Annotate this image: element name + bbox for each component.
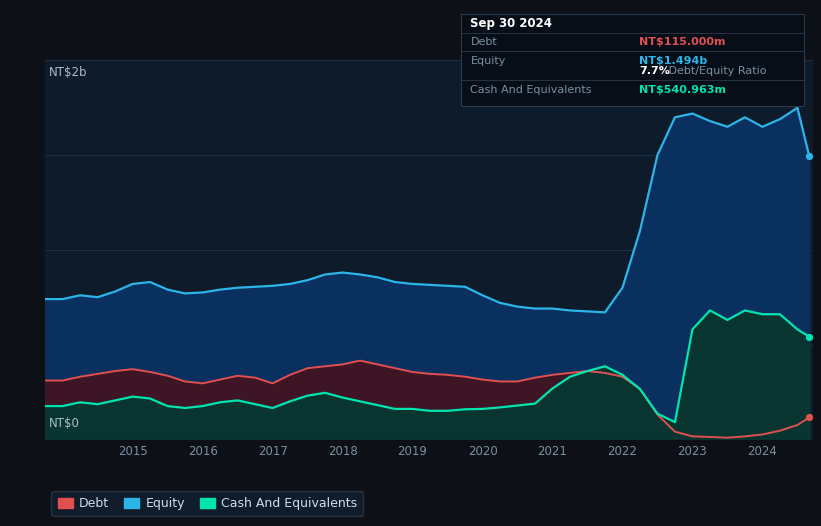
Point [803, 332, 816, 341]
Text: NT$540.963m: NT$540.963m [639, 85, 726, 95]
Point [803, 413, 816, 422]
Text: Equity: Equity [470, 56, 506, 66]
Text: Cash And Equivalents: Cash And Equivalents [470, 85, 592, 95]
Text: NT$115.000m: NT$115.000m [639, 37, 726, 47]
Text: NT$2b: NT$2b [49, 66, 88, 79]
Text: Sep 30 2024: Sep 30 2024 [470, 17, 553, 31]
Text: Debt/Equity Ratio: Debt/Equity Ratio [665, 66, 767, 76]
Text: NT$0: NT$0 [49, 417, 80, 430]
Text: 7.7%: 7.7% [639, 66, 670, 76]
Point [803, 152, 816, 160]
Text: NT$1.494b: NT$1.494b [639, 56, 707, 66]
Text: Debt: Debt [470, 37, 498, 47]
Legend: Debt, Equity, Cash And Equivalents: Debt, Equity, Cash And Equivalents [52, 491, 364, 517]
